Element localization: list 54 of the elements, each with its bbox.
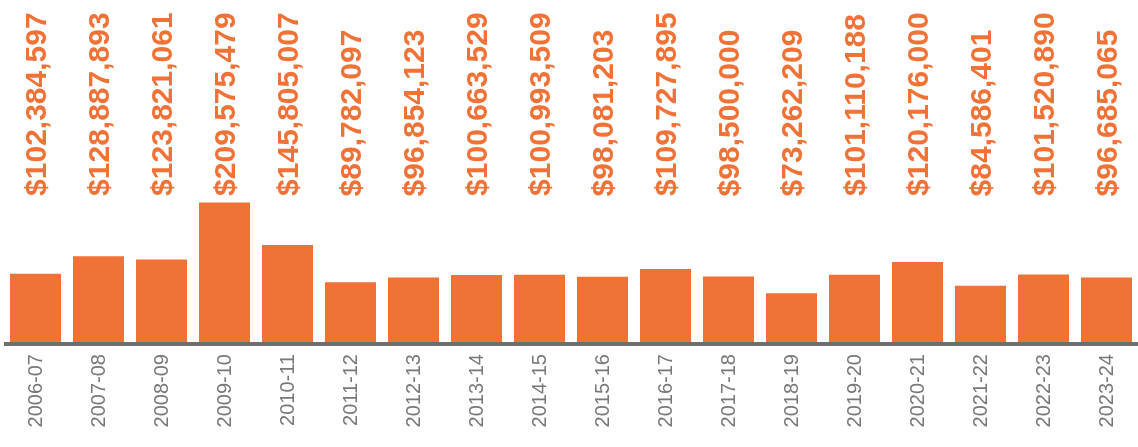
- bar: [135, 259, 188, 342]
- data-label: $89,782,097: [333, 29, 367, 197]
- bar: [72, 256, 125, 342]
- data-label: $102,384,597: [19, 12, 53, 196]
- bar: [639, 268, 692, 342]
- data-label: $145,805,007: [271, 12, 305, 196]
- bar: [261, 244, 314, 342]
- bar: [828, 274, 881, 342]
- x-tick-label: 2023-24: [1095, 354, 1117, 428]
- data-label: $120,176,000: [901, 12, 935, 196]
- x-tick-label: 2006-07: [24, 354, 46, 428]
- data-label: $98,081,203: [585, 29, 619, 197]
- data-label: $84,586,401: [963, 29, 997, 197]
- x-tick-label: 2015-16: [591, 354, 613, 428]
- bar: [513, 274, 566, 342]
- x-tick-label: 2008-09: [150, 354, 172, 428]
- x-tick-label: 2007-08: [87, 354, 109, 428]
- data-label: $98,500,000: [711, 29, 745, 197]
- bar: [324, 282, 377, 342]
- bar: [1017, 274, 1070, 342]
- bar: [765, 293, 818, 342]
- x-tick-label: 2019-20: [843, 354, 865, 428]
- bar: [9, 273, 62, 342]
- data-label: $101,110,188: [838, 14, 872, 196]
- bar: [1080, 277, 1133, 342]
- x-tick-label: 2011-12: [339, 354, 361, 426]
- bar: [450, 274, 503, 342]
- x-tick-label: 2018-19: [780, 354, 802, 428]
- x-tick-label: 2012-13: [402, 354, 424, 428]
- bar: [954, 285, 1007, 342]
- bar: [198, 202, 251, 342]
- bar: [576, 276, 629, 342]
- x-tick-label: 2020-21: [906, 354, 928, 428]
- data-label: $128,887,893: [82, 12, 116, 196]
- data-label: $73,262,209: [774, 29, 808, 197]
- x-tick-label: 2022-23: [1032, 354, 1054, 428]
- data-label: $96,685,065: [1089, 29, 1123, 197]
- x-tick-label: 2016-17: [654, 354, 676, 428]
- x-tick-label: 2021-22: [969, 354, 991, 428]
- x-tick-label: 2010-11: [276, 354, 298, 426]
- data-label: $209,575,479: [208, 12, 242, 196]
- x-tick-label: 2014-15: [528, 354, 550, 428]
- data-label: $96,854,123: [396, 29, 430, 197]
- x-tick-label: 2013-14: [465, 354, 487, 428]
- data-label: $123,821,061: [145, 12, 179, 196]
- bar: [702, 276, 755, 342]
- x-tick-label: 2017-18: [717, 354, 739, 428]
- bar: [891, 261, 944, 342]
- data-label: $100,663,529: [460, 12, 494, 196]
- data-label: $100,993,509: [523, 12, 557, 196]
- data-label: $109,727,895: [649, 12, 683, 196]
- bar: [387, 277, 440, 342]
- x-tick-label: 2009-10: [213, 354, 235, 428]
- data-label: $101,520,890: [1027, 12, 1061, 196]
